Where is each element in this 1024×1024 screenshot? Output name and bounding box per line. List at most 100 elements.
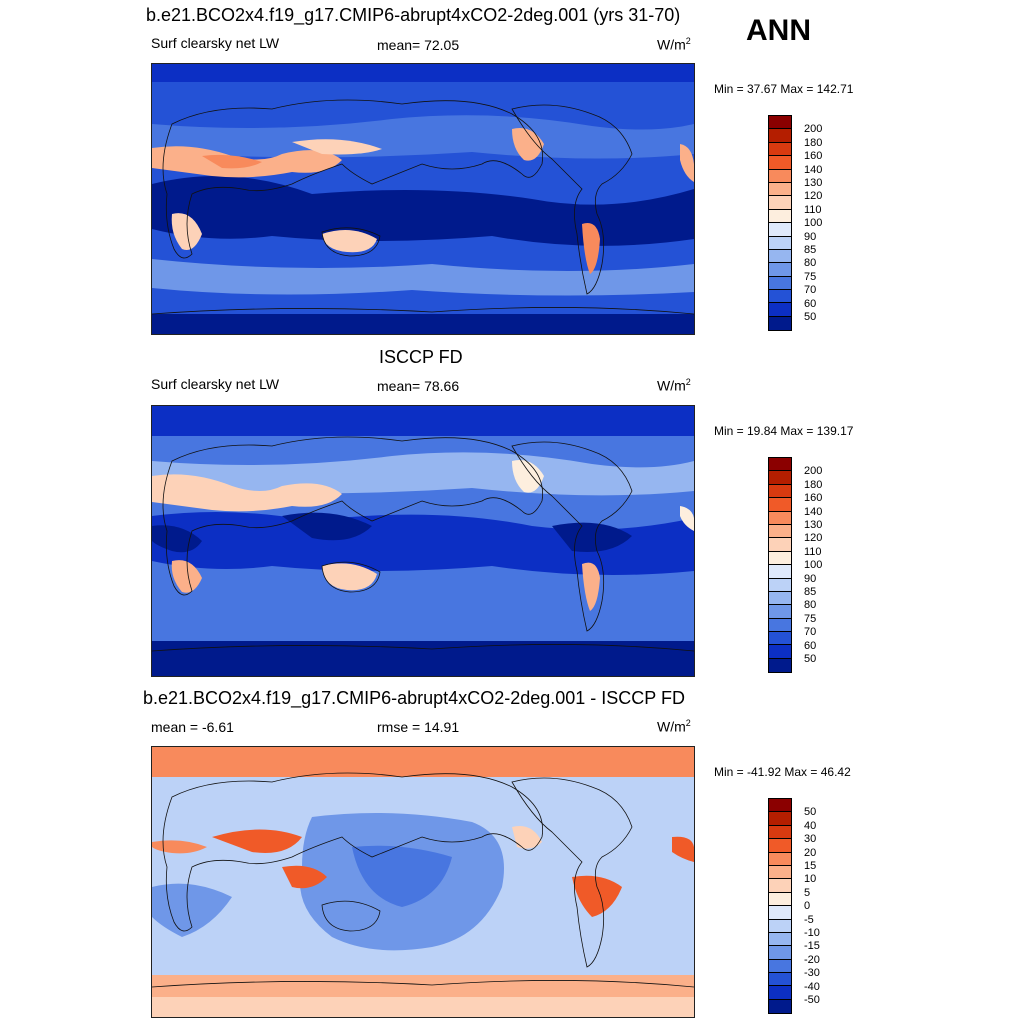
pacific-core-region <box>352 845 452 907</box>
coastlines <box>152 772 694 988</box>
antarctic-band <box>152 314 694 334</box>
colorbar-swatch <box>769 471 791 485</box>
east-edge-region <box>680 506 694 531</box>
colorbar-tick-label: 75 <box>804 270 817 283</box>
coastline-eurasia-africa <box>162 99 544 259</box>
andes-region <box>582 562 600 611</box>
sahara-region <box>152 474 342 512</box>
colorbar-tick-label: 160 <box>804 492 823 505</box>
colorbar-tick-label: 100 <box>804 559 823 572</box>
colorbar-tick-label: 50 <box>804 806 817 819</box>
colorbar-tick-label: 130 <box>804 177 823 189</box>
panel-2-mean-label: mean= 78.66 <box>377 378 460 394</box>
colorbar-tick-label: 40 <box>804 819 817 832</box>
amazon-region <box>572 875 622 917</box>
colorbar-tick-label: 85 <box>804 586 817 598</box>
coastline-americas <box>511 104 633 295</box>
colorbar-swatch <box>769 209 791 224</box>
colorbar-tick-label: 70 <box>804 284 817 297</box>
colorbar-swatch <box>769 303 791 317</box>
colorbar-tick-label: 120 <box>804 532 823 545</box>
panel-1-colorbar: 200 180 160 140 130 120 110 100 90 85 80 75 70 60 50 <box>768 115 822 332</box>
panel-3-title: b.e21.BCO2x4.f19_g17.CMIP6-abrupt4xCO2-2… <box>143 688 685 708</box>
colorbar-swatch <box>769 196 791 210</box>
midlat-band-south <box>152 259 694 296</box>
colorbar-swatch <box>769 959 791 974</box>
colorbar-swatch <box>769 142 791 157</box>
colorbar-swatch <box>769 129 791 143</box>
colorbar-tick-label: -30 <box>804 967 820 980</box>
panel-3-minmax: Min = -41.92 Max = 46.42 <box>714 765 851 779</box>
colorbar-tick-label: 110 <box>804 203 822 216</box>
coastline-americas <box>511 777 633 968</box>
coastline-eurasia-africa <box>162 772 544 932</box>
panel-2-colorbar-box <box>768 457 792 674</box>
colorbar-tick-label: 15 <box>804 860 817 872</box>
colorbar-swatch <box>769 618 791 633</box>
colorbar-swatch <box>769 919 791 933</box>
colorbar-tick-label: 200 <box>804 123 823 136</box>
colorbar-tick-label: 160 <box>804 150 823 163</box>
colorbar-swatch <box>769 578 791 592</box>
colorbar-tick-label: 80 <box>804 599 817 612</box>
north-america-west-region <box>512 460 544 493</box>
colorbar-tick-label: 50 <box>804 311 817 323</box>
colorbar-tick-label: 140 <box>804 505 823 518</box>
colorbar-swatch <box>769 524 791 539</box>
maritime-continent-region <box>282 865 327 889</box>
panel-1-map-svg <box>152 64 694 334</box>
midlat-band-north <box>152 452 694 496</box>
coastline-antarctica <box>152 980 694 988</box>
colorbar-swatch <box>769 458 791 472</box>
colorbar-tick-label: 50 <box>804 653 817 665</box>
colorbar-tick-label: 5 <box>804 886 811 899</box>
antarctic-band <box>152 641 694 676</box>
colorbar-swatch <box>769 276 791 291</box>
arctic-band <box>152 406 694 436</box>
panel-3-colorbar: 50 40 30 20 15 10 5 0 -5 -10 -15 -20 -30 -40 -50 <box>768 798 820 1015</box>
colorbar-swatch <box>769 799 791 813</box>
coastlines <box>152 99 694 315</box>
coastline-antarctica <box>152 644 694 652</box>
colorbar-swatch <box>769 116 791 130</box>
colorbar-swatch <box>769 169 791 183</box>
panel-2-title: ISCCP FD <box>379 347 463 367</box>
colorbar-tick-label: 130 <box>804 519 823 531</box>
colorbar-swatch <box>769 290 791 304</box>
india-region <box>212 829 302 853</box>
colorbar-swatch <box>769 316 791 331</box>
tropical-band <box>152 512 694 575</box>
panel-3-map-svg <box>152 747 694 1017</box>
north-america-west-region <box>512 128 544 161</box>
colorbar-tick-label: 60 <box>804 639 817 652</box>
panel-1-variable-label: Surf clearsky net LW <box>151 35 280 51</box>
indian-ocean-west-region <box>152 883 232 937</box>
colorbar-tick-label: 200 <box>804 465 823 478</box>
colorbar-tick-label: 60 <box>804 297 817 310</box>
colorbar-swatch <box>769 249 791 264</box>
colorbar-swatch <box>769 236 791 250</box>
coastline-australia <box>321 900 381 932</box>
panel-3-colorbar-box <box>768 798 792 1015</box>
coastline-australia <box>321 227 381 257</box>
colorbar-tick-label: 0 <box>804 900 811 913</box>
colorbar-swatch <box>769 263 791 277</box>
amazon-region <box>552 522 632 552</box>
colorbar-tick-label: 100 <box>804 217 823 230</box>
colorbar-tick-label: -40 <box>804 980 820 993</box>
colorbar-swatch <box>769 156 791 170</box>
panel-3-rmse-label: rmse = 14.91 <box>377 719 460 735</box>
arctic-band <box>152 64 694 82</box>
arctic-band <box>152 747 694 777</box>
panel-2-colorbar: 200 180 160 140 130 120 110 100 90 85 80 75 70 60 50 <box>768 457 822 674</box>
coastline-americas <box>511 441 633 632</box>
colorbar-swatch <box>769 879 791 893</box>
colorbar-swatch <box>769 839 791 853</box>
panel-2-variable-label: Surf clearsky net LW <box>151 376 280 392</box>
panel-2-map-svg <box>152 406 694 676</box>
colorbar-tick-label: 90 <box>804 572 817 585</box>
panel-2-map <box>151 405 695 677</box>
australia-region <box>322 563 377 591</box>
colorbar-tick-label: 70 <box>804 626 817 639</box>
colorbar-swatch <box>769 605 791 619</box>
